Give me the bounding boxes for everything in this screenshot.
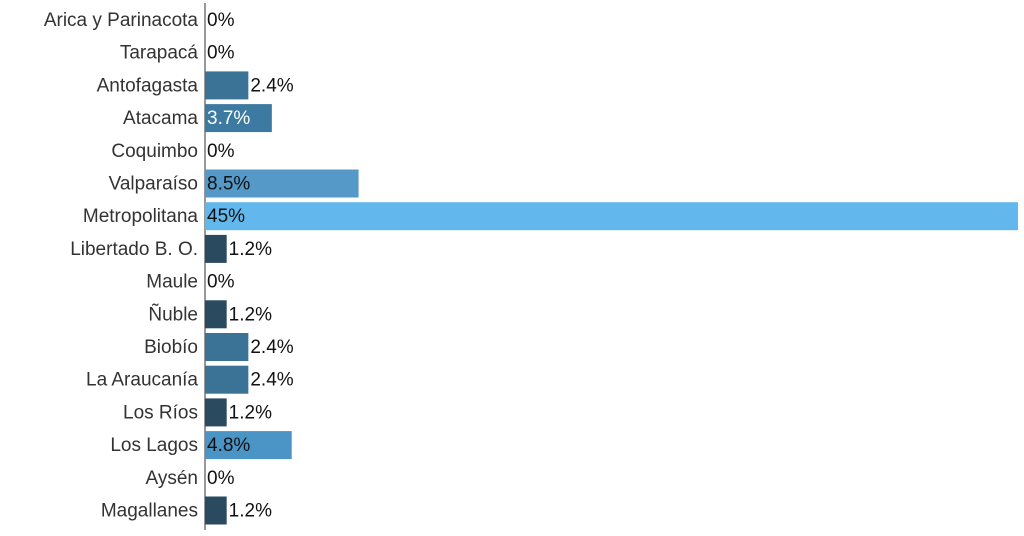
value-label: 3.7% <box>207 108 250 129</box>
value-label: 0% <box>207 43 235 64</box>
category-label: Libertado B. O. <box>70 239 198 260</box>
category-label: Magallanes <box>101 501 198 522</box>
value-label: 2.4% <box>250 75 293 96</box>
value-label: 0% <box>207 272 235 293</box>
bar <box>205 169 359 198</box>
value-label: 1.2% <box>229 304 272 325</box>
category-label: La Araucanía <box>86 370 198 391</box>
value-label: 1.2% <box>229 501 272 522</box>
category-label: Metropolitana <box>83 206 199 227</box>
value-label: 45% <box>207 206 245 227</box>
bar <box>205 300 227 329</box>
category-label: Biobío <box>144 337 198 358</box>
value-label: 8.5% <box>207 174 250 195</box>
category-label: Maule <box>146 272 198 293</box>
value-label: 4.8% <box>207 435 250 456</box>
category-label: Atacama <box>123 108 198 129</box>
bar <box>205 496 227 525</box>
value-label: 0% <box>207 10 235 31</box>
category-label: Ñuble <box>148 303 198 325</box>
value-label: 0% <box>207 141 235 162</box>
category-label: Tarapacá <box>120 43 199 64</box>
value-label: 1.2% <box>229 239 272 260</box>
value-label: 2.4% <box>250 337 293 358</box>
category-label: Aysén <box>146 468 198 489</box>
value-label: 2.4% <box>250 370 293 391</box>
bar <box>205 71 249 100</box>
category-label: Los Ríos <box>123 402 198 423</box>
category-label: Coquimbo <box>111 141 198 162</box>
category-label: Antofagasta <box>97 75 199 96</box>
value-label: 1.2% <box>229 402 272 423</box>
bar <box>205 365 249 394</box>
value-label: 0% <box>207 468 235 489</box>
category-label: Los Lagos <box>110 435 198 456</box>
bar <box>205 202 1018 231</box>
category-label: Arica y Parinacota <box>44 10 199 31</box>
bar <box>205 104 272 133</box>
bar <box>205 234 227 263</box>
bar <box>205 333 249 361</box>
category-label: Valparaíso <box>109 174 198 195</box>
bar <box>205 431 292 460</box>
bar <box>205 398 227 427</box>
